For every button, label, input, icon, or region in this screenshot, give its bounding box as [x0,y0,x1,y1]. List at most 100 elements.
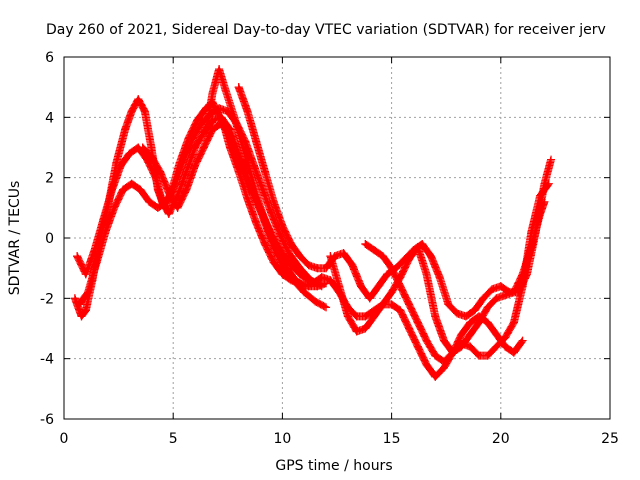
data-point [118,185,127,194]
data-point [317,282,326,291]
data-point [295,270,304,279]
data-point [461,312,470,321]
data-point [536,209,545,218]
x-axis-label: GPS time / hours [275,458,392,474]
data-point [492,342,501,351]
tick-labels: 0 5 10 15 20 25 -6 -4 -2 0 2 4 6 [40,50,619,447]
data-point [440,336,449,345]
data-point [396,282,405,291]
data-point [361,324,370,333]
data-point [225,131,234,140]
data-point [138,143,147,152]
data-point [457,330,466,339]
data-point [221,86,230,95]
data-point [352,327,361,336]
data-point [326,252,335,261]
series-track-d [138,119,322,288]
data-point [77,312,86,321]
data-point [208,89,217,98]
data-point [274,249,283,258]
chart-title: Day 260 of 2021, Sidereal Day-to-day VTE… [46,22,606,38]
data-point [413,243,422,252]
data-point [326,276,335,285]
data-point [413,318,422,327]
data-point [188,134,197,143]
data-point [234,155,243,164]
data-point [501,342,510,351]
data-point [116,161,125,170]
data-point [431,351,440,360]
data-point [199,143,208,152]
data-point [276,230,285,239]
x-tick-label: 0 [60,431,69,447]
data-point [110,203,119,212]
data-point [422,336,431,345]
x-tick-label: 25 [601,431,619,447]
data-point [201,128,210,137]
data-point [527,243,536,252]
y-tick-label: -2 [40,291,54,307]
data-point [121,125,130,134]
data-point [269,197,278,206]
data-point [335,282,344,291]
data-point [260,167,269,176]
y-axis-label: SDTVAR / TECUs [7,181,23,296]
data-point [295,252,304,261]
data-point [269,258,278,267]
data-point [383,270,392,279]
data-point [361,312,370,321]
data-point [317,273,326,282]
data-point [509,288,518,297]
data-point [496,282,505,291]
data-point [501,333,510,342]
data-point [378,300,387,309]
data-point [466,318,475,327]
y-tick-label: 6 [45,50,54,66]
data-point [547,155,556,164]
data-point [313,264,322,273]
data-point [134,95,143,104]
data-point [191,161,200,170]
x-tick-label: 10 [273,431,291,447]
data-point [247,173,256,182]
x-tick-label: 20 [492,431,510,447]
data-point [470,306,479,315]
data-point [365,294,374,303]
data-point [81,270,90,279]
data-point [171,179,180,188]
data-point [308,279,317,288]
data-point [256,203,265,212]
data-point [339,249,348,258]
data-point [239,143,248,152]
data-point [483,303,492,312]
data-point [479,294,488,303]
data-point [70,294,79,303]
data-point [466,342,475,351]
data-point [108,185,117,194]
y-tick-label: 0 [45,231,54,247]
data-point [145,197,154,206]
data-point [84,288,93,297]
data-point [164,209,173,218]
data-point [370,246,379,255]
data-point [396,306,405,315]
data-point [418,240,427,249]
data-point [422,270,431,279]
data-point [361,240,370,249]
data-point [492,294,501,303]
data-point [140,107,149,116]
data-point [343,312,352,321]
data-point [474,351,483,360]
data-point [217,119,226,128]
data-point [136,185,145,194]
x-tick-label: 15 [383,431,401,447]
data-point [215,104,224,113]
data-point [540,179,549,188]
data-point [405,300,414,309]
data-point [378,252,387,261]
data-point [518,270,527,279]
data-point [156,167,165,176]
data-point [291,276,300,285]
data-point [258,185,267,194]
